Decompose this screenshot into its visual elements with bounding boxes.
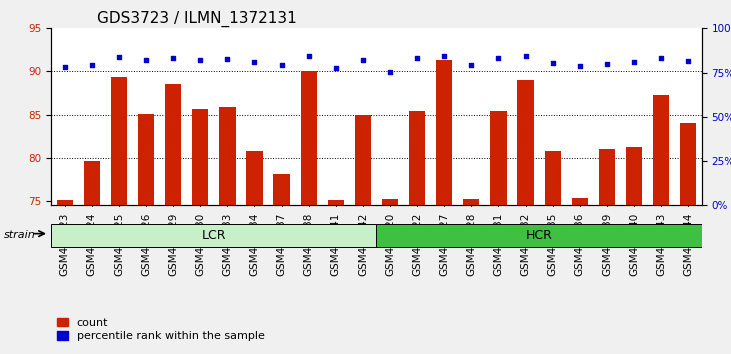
Bar bbox=[138, 114, 154, 205]
Point bbox=[520, 53, 531, 59]
Bar bbox=[518, 80, 534, 205]
Point bbox=[439, 53, 450, 59]
Bar bbox=[382, 199, 398, 205]
Bar bbox=[491, 111, 507, 205]
Bar bbox=[545, 151, 561, 205]
Bar bbox=[165, 85, 181, 205]
Point bbox=[59, 64, 71, 70]
Bar bbox=[111, 77, 127, 205]
Point bbox=[385, 69, 396, 75]
FancyBboxPatch shape bbox=[376, 224, 702, 246]
Point bbox=[628, 59, 640, 65]
Text: strain: strain bbox=[4, 230, 35, 240]
Point bbox=[276, 62, 287, 68]
Point bbox=[574, 63, 586, 69]
Point bbox=[357, 58, 368, 63]
Point bbox=[113, 54, 125, 59]
Point bbox=[330, 65, 341, 71]
Bar bbox=[192, 109, 208, 205]
Bar bbox=[300, 72, 317, 205]
Text: HCR: HCR bbox=[526, 229, 553, 242]
Point bbox=[601, 61, 613, 67]
Bar bbox=[572, 198, 588, 205]
Point bbox=[221, 57, 233, 62]
Point bbox=[167, 55, 179, 61]
Point bbox=[140, 57, 152, 63]
Bar bbox=[56, 200, 73, 205]
Point bbox=[493, 55, 504, 61]
Point bbox=[412, 56, 423, 61]
Bar bbox=[680, 123, 697, 205]
Bar bbox=[599, 149, 615, 205]
Point bbox=[249, 59, 260, 65]
Bar bbox=[409, 111, 425, 205]
Bar bbox=[83, 161, 100, 205]
Point bbox=[86, 62, 98, 68]
Bar bbox=[355, 115, 371, 205]
Bar bbox=[246, 151, 262, 205]
Bar bbox=[219, 107, 235, 205]
FancyBboxPatch shape bbox=[51, 224, 376, 246]
Text: GDS3723 / ILMN_1372131: GDS3723 / ILMN_1372131 bbox=[96, 11, 297, 27]
Bar bbox=[327, 200, 344, 205]
Point bbox=[547, 60, 558, 66]
Point bbox=[655, 56, 667, 61]
Bar bbox=[273, 174, 289, 205]
Bar bbox=[626, 148, 642, 205]
Point bbox=[303, 53, 314, 59]
Point bbox=[194, 57, 206, 63]
Point bbox=[682, 58, 694, 64]
Point bbox=[466, 62, 477, 68]
Bar bbox=[436, 60, 452, 205]
Bar bbox=[463, 199, 480, 205]
Text: LCR: LCR bbox=[202, 229, 226, 242]
Bar bbox=[653, 95, 670, 205]
Legend: count, percentile rank within the sample: count, percentile rank within the sample bbox=[57, 318, 265, 341]
